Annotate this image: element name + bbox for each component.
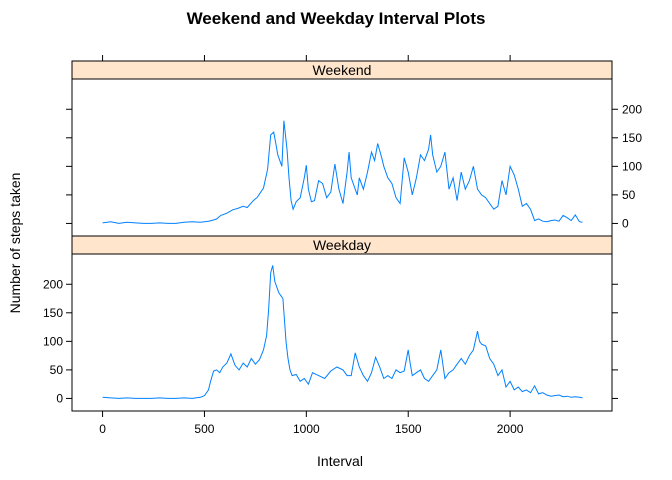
chart-title: Weekend and Weekday Interval Plots	[187, 9, 486, 28]
x-tick-label: 0	[99, 422, 106, 436]
weekday-y-tick-label: 150	[43, 306, 63, 320]
weekend-y-tick-label: 100	[622, 159, 642, 173]
weekend-strip-label: Weekend	[313, 62, 372, 78]
panels-group: Weekend Weekday	[71, 60, 613, 412]
x-tick-label: 1000	[293, 422, 320, 436]
weekday-series-line	[102, 265, 583, 399]
x-tick-label: 1500	[395, 422, 422, 436]
weekend-series-line	[102, 120, 583, 224]
weekend-y-tick-label: 200	[622, 102, 642, 116]
weekend-y-tick-label: 150	[622, 131, 642, 145]
weekend-y-tick-label: 0	[622, 216, 629, 230]
x-tick-label: 2000	[497, 422, 524, 436]
x-axis-label: Interval	[317, 453, 363, 469]
weekday-y-tick-label: 0	[56, 391, 63, 405]
weekday-panel-frame	[71, 235, 613, 412]
weekend-y-tick-label: 50	[622, 188, 636, 202]
x-tick-label: 500	[194, 422, 214, 436]
y-axis-label: Number of steps taken	[7, 173, 23, 314]
weekday-y-tick-label: 200	[43, 277, 63, 291]
weekday-strip-label: Weekday	[313, 237, 371, 253]
weekday-y-tick-label: 50	[50, 363, 64, 377]
weekday-y-tick-label: 100	[43, 334, 63, 348]
